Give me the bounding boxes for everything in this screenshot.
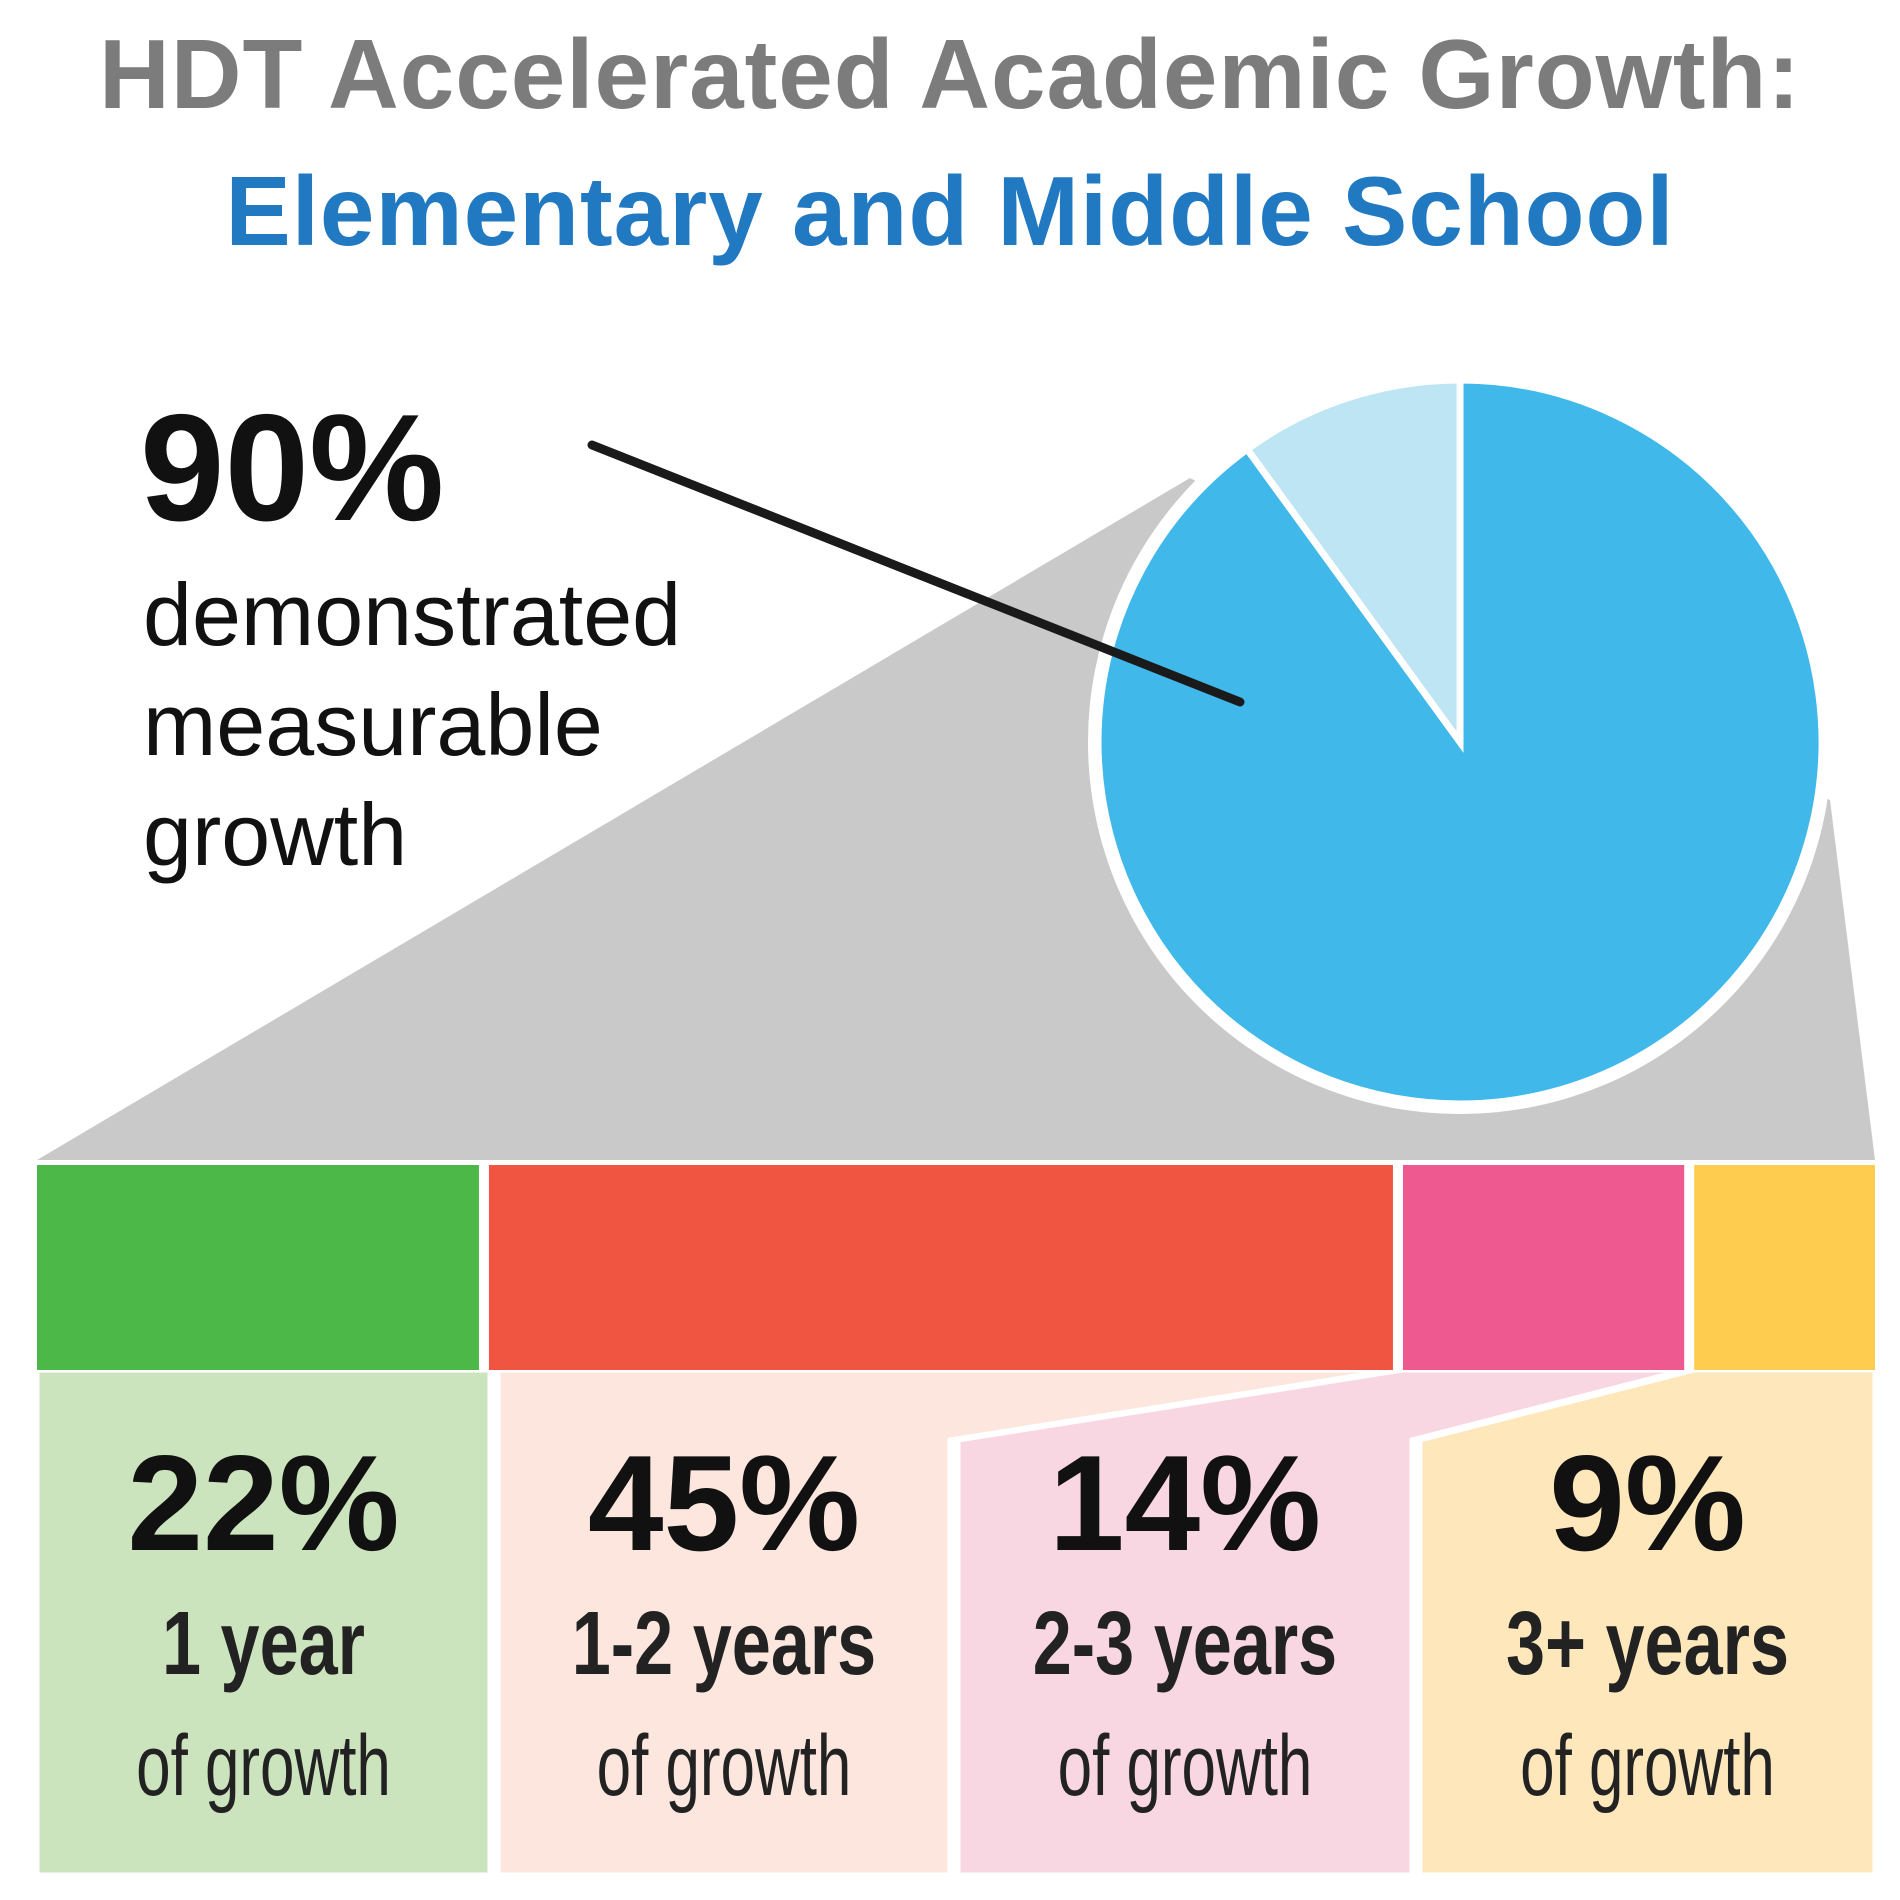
category-sublabel: of growth [1057, 1718, 1313, 1814]
category-panels [34, 1367, 1878, 1878]
category-percent: 45% [587, 1427, 861, 1579]
category-name: 1-2 years [571, 1594, 877, 1694]
category-sublabel: of growth [136, 1718, 391, 1814]
leader-line [587, 440, 1245, 707]
category-name: 1 year [162, 1594, 365, 1694]
chart-subtitle: Elementary and Middle School [225, 156, 1675, 266]
pie-slice [1242, 376, 1464, 753]
category-sublabel: of growth [1520, 1718, 1775, 1814]
category-percent: 9% [1549, 1427, 1746, 1579]
category-sublabel: of growth [596, 1718, 852, 1814]
chart-title: HDT Accelerated Academic Growth: [98, 19, 1802, 129]
bar-segment [37, 1165, 479, 1370]
category-label-group: 14% 2-3 years of growth [958, 1435, 1412, 1855]
category-percent: 14% [1048, 1427, 1322, 1579]
leader-line-group [587, 440, 1245, 707]
category-name: 2-3 years [1032, 1594, 1338, 1694]
bar-segment [1402, 1165, 1685, 1370]
bar-segment [488, 1165, 1393, 1370]
stacked-bar [37, 1165, 1875, 1370]
category-name: 3+ years [1505, 1594, 1790, 1694]
pie-chart [1088, 370, 1832, 1114]
category-label-group: 45% 1-2 years of growth [498, 1435, 950, 1855]
headline-percent: 90% [140, 383, 445, 553]
category-label-group: 22% 1 year of growth [37, 1435, 490, 1855]
category-label-group: 9% 3+ years of growth [1420, 1435, 1875, 1855]
category-percent: 22% [127, 1427, 400, 1579]
bar-segment [1694, 1165, 1875, 1370]
headline-description: demonstrated measurable growth [143, 565, 682, 884]
